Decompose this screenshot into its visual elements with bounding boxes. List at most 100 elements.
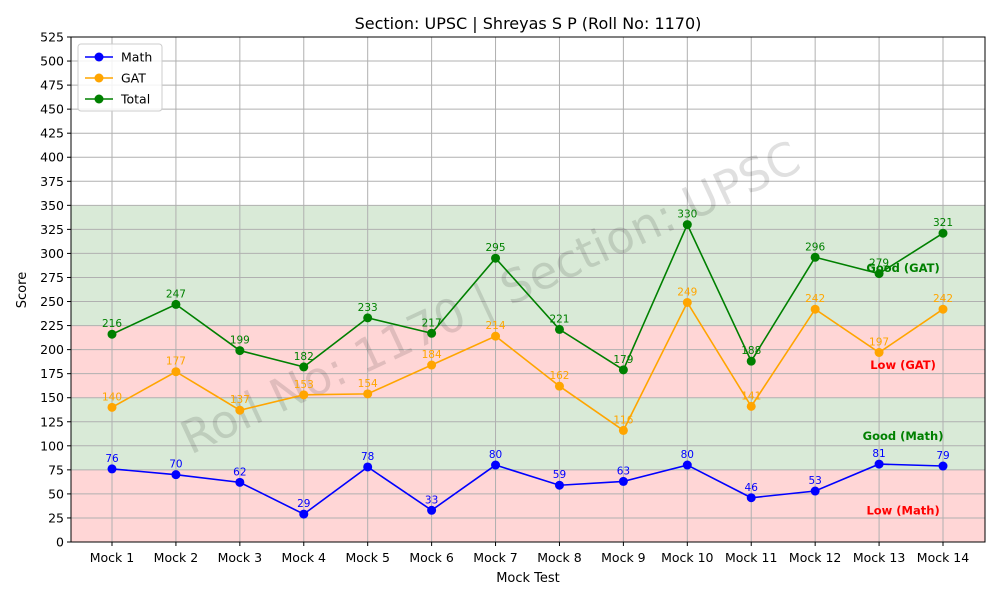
data-point-total	[618, 365, 628, 375]
background-band	[71, 469, 985, 542]
data-label-math: 81	[872, 448, 885, 460]
data-point-total	[746, 356, 756, 366]
x-tick-label: Mock 1	[90, 550, 134, 565]
data-label-gat: 140	[102, 391, 122, 403]
x-tick-label: Mock 8	[537, 550, 582, 565]
data-label-math: 53	[808, 475, 821, 487]
data-point-math	[810, 486, 820, 496]
x-tick-label: Mock 13	[853, 550, 905, 565]
y-tick-label: 100	[40, 438, 64, 453]
data-label-gat: 184	[422, 349, 442, 361]
data-label-total: 330	[677, 209, 697, 221]
data-label-gat: 154	[358, 378, 378, 390]
data-label-gat: 242	[933, 293, 953, 305]
data-label-total: 321	[933, 217, 953, 229]
data-label-gat: 162	[549, 370, 569, 382]
legend-marker	[94, 52, 104, 62]
data-label-gat: 137	[230, 394, 250, 406]
y-tick-label: 175	[40, 366, 64, 381]
y-tick-label: 125	[40, 414, 64, 429]
series-line-total	[111, 222, 944, 371]
data-point-math	[107, 464, 117, 474]
data-label-gat: 249	[677, 286, 697, 298]
data-point-gat	[107, 402, 117, 412]
y-tick-label: 325	[40, 222, 64, 237]
data-label-total: 216	[102, 318, 122, 330]
data-point-total	[554, 324, 564, 334]
data-point-total	[874, 269, 884, 279]
y-tick-label: 200	[40, 342, 64, 357]
data-label-total: 199	[230, 335, 250, 347]
y-tick-label: 250	[40, 294, 64, 309]
data-label-math: 63	[617, 465, 630, 477]
y-tick-label: 75	[48, 462, 64, 477]
data-label-total: 179	[613, 354, 633, 366]
data-point-total	[810, 252, 820, 262]
legend-marker	[94, 94, 104, 104]
data-point-math	[554, 480, 564, 490]
legend-label: Total	[120, 92, 150, 107]
x-tick-label: Mock 10	[661, 550, 713, 565]
legend: Math GAT Total	[77, 43, 163, 112]
data-label-math: 76	[105, 453, 119, 465]
y-tick-label: 450	[40, 102, 64, 117]
y-axis-label: Score	[15, 272, 30, 308]
data-point-total	[107, 329, 117, 339]
data-point-math	[682, 460, 692, 470]
data-point-math	[171, 470, 181, 480]
data-label-gat: 141	[741, 390, 761, 402]
legend-marker	[94, 73, 104, 83]
y-tick-label: 425	[40, 126, 64, 141]
data-label-total: 279	[869, 258, 889, 270]
x-tick-label: Mock 4	[282, 550, 327, 565]
data-label-math: 78	[361, 451, 374, 463]
y-tick-label: 400	[40, 150, 64, 165]
band-annotation: Good (Math)	[863, 429, 944, 443]
y-tick-label: 25	[48, 510, 64, 525]
y-tick-label: 475	[40, 78, 64, 93]
data-point-total	[938, 228, 948, 238]
data-point-gat	[554, 381, 564, 391]
data-label-total: 221	[549, 313, 569, 325]
data-label-gat: 242	[805, 293, 825, 305]
data-label-gat: 214	[486, 320, 506, 332]
data-point-total	[427, 328, 437, 338]
data-point-math	[363, 462, 373, 472]
data-point-gat	[427, 360, 437, 370]
background-band	[71, 397, 985, 470]
data-point-total	[491, 253, 501, 263]
band-annotation: Low (GAT)	[870, 358, 936, 372]
y-tick-label: 300	[40, 246, 64, 261]
data-label-gat: 197	[869, 337, 889, 349]
x-tick-label: Mock 5	[345, 550, 389, 565]
y-tick-label: 500	[40, 54, 64, 69]
data-point-gat	[363, 389, 373, 399]
x-tick-label: Mock 6	[409, 550, 454, 565]
data-point-math	[491, 460, 501, 470]
data-point-math	[299, 509, 309, 519]
data-label-gat: 177	[166, 356, 186, 368]
data-label-math: 62	[233, 466, 246, 478]
data-point-total	[363, 313, 373, 323]
data-point-total	[171, 299, 181, 309]
x-tick-label: Mock 12	[789, 550, 841, 565]
data-point-gat	[618, 425, 628, 435]
data-point-gat	[299, 390, 309, 400]
data-label-math: 80	[489, 449, 502, 461]
data-point-gat	[171, 367, 181, 377]
x-tick-label: Mock 3	[218, 550, 262, 565]
data-point-math	[618, 476, 628, 486]
data-point-gat	[810, 304, 820, 314]
data-label-math: 46	[745, 482, 759, 494]
data-label-total: 247	[166, 288, 186, 300]
data-label-total: 188	[741, 345, 761, 357]
y-tick-label: 375	[40, 174, 64, 189]
data-point-total	[235, 346, 245, 356]
data-label-math: 70	[169, 459, 182, 471]
y-tick-label: 0	[56, 535, 64, 550]
data-label-total: 217	[422, 317, 442, 329]
data-label-math: 59	[553, 469, 566, 481]
plot-frame	[70, 36, 986, 543]
